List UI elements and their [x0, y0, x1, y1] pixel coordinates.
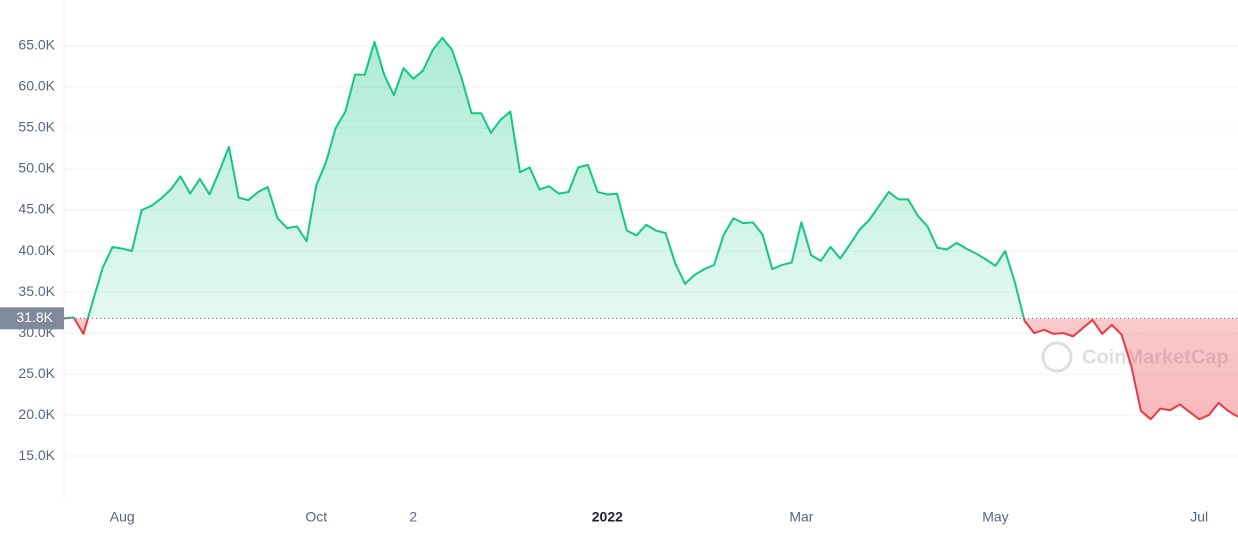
y-tick-label: 45.0K	[18, 201, 55, 217]
area-down	[74, 318, 1238, 420]
y-tick-label: 65.0K	[18, 37, 55, 53]
y-tick-label: 20.0K	[18, 406, 55, 422]
x-tick-label: Oct	[305, 509, 327, 525]
y-tick-label: 50.0K	[18, 160, 55, 176]
y-tick-label: 60.0K	[18, 78, 55, 94]
baseline-label: 31.8K	[16, 309, 53, 325]
price-line-up	[63, 36, 1025, 319]
x-tick-label: Mar	[789, 509, 813, 525]
y-tick-label: 35.0K	[18, 283, 55, 299]
x-tick-label: Aug	[110, 509, 135, 525]
y-tick-label: 55.0K	[18, 119, 55, 135]
x-tick-label: May	[982, 509, 1008, 525]
watermark-logo	[1041, 341, 1073, 373]
y-tick-label: 40.0K	[18, 242, 55, 258]
y-tick-label: 15.0K	[18, 447, 55, 463]
x-tick-label: Jul	[1190, 509, 1208, 525]
x-tick-label: 2	[409, 509, 417, 525]
price-line-down	[64, 318, 1238, 421]
y-tick-label: 25.0K	[18, 365, 55, 381]
x-tick-label: 2022	[592, 509, 623, 525]
area-up	[64, 37, 1238, 319]
baseline-label-box	[0, 307, 64, 330]
